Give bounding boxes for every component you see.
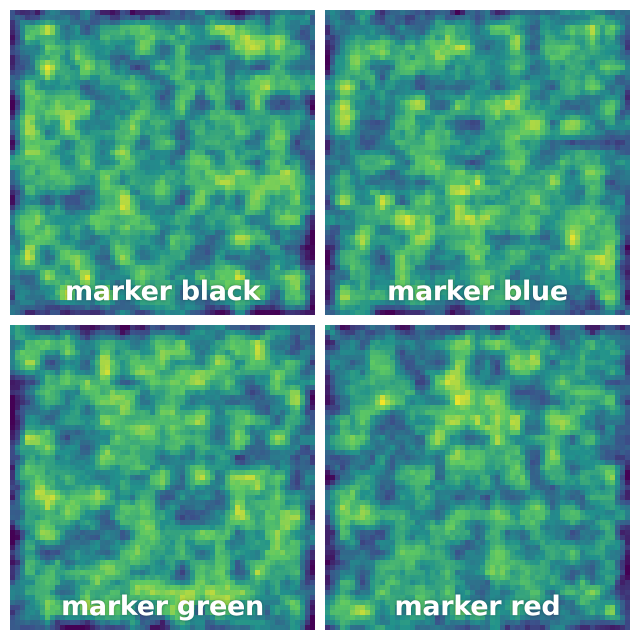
heatmap-image	[325, 325, 630, 630]
heatmap-image	[10, 10, 315, 315]
heatmap-tile-marker-red: marker red	[325, 325, 630, 630]
tile-label: marker red	[394, 591, 561, 622]
heatmap-tile-marker-black: marker black	[10, 10, 315, 315]
heatmap-tile-marker-blue: marker blue	[325, 10, 630, 315]
heatmap-image	[10, 325, 315, 630]
heatmap-tile-marker-green: marker green	[10, 325, 315, 630]
tile-label: marker green	[61, 591, 264, 622]
tile-label: marker black	[64, 276, 261, 307]
heatmap-image	[325, 10, 630, 315]
tile-label: marker blue	[387, 276, 568, 307]
